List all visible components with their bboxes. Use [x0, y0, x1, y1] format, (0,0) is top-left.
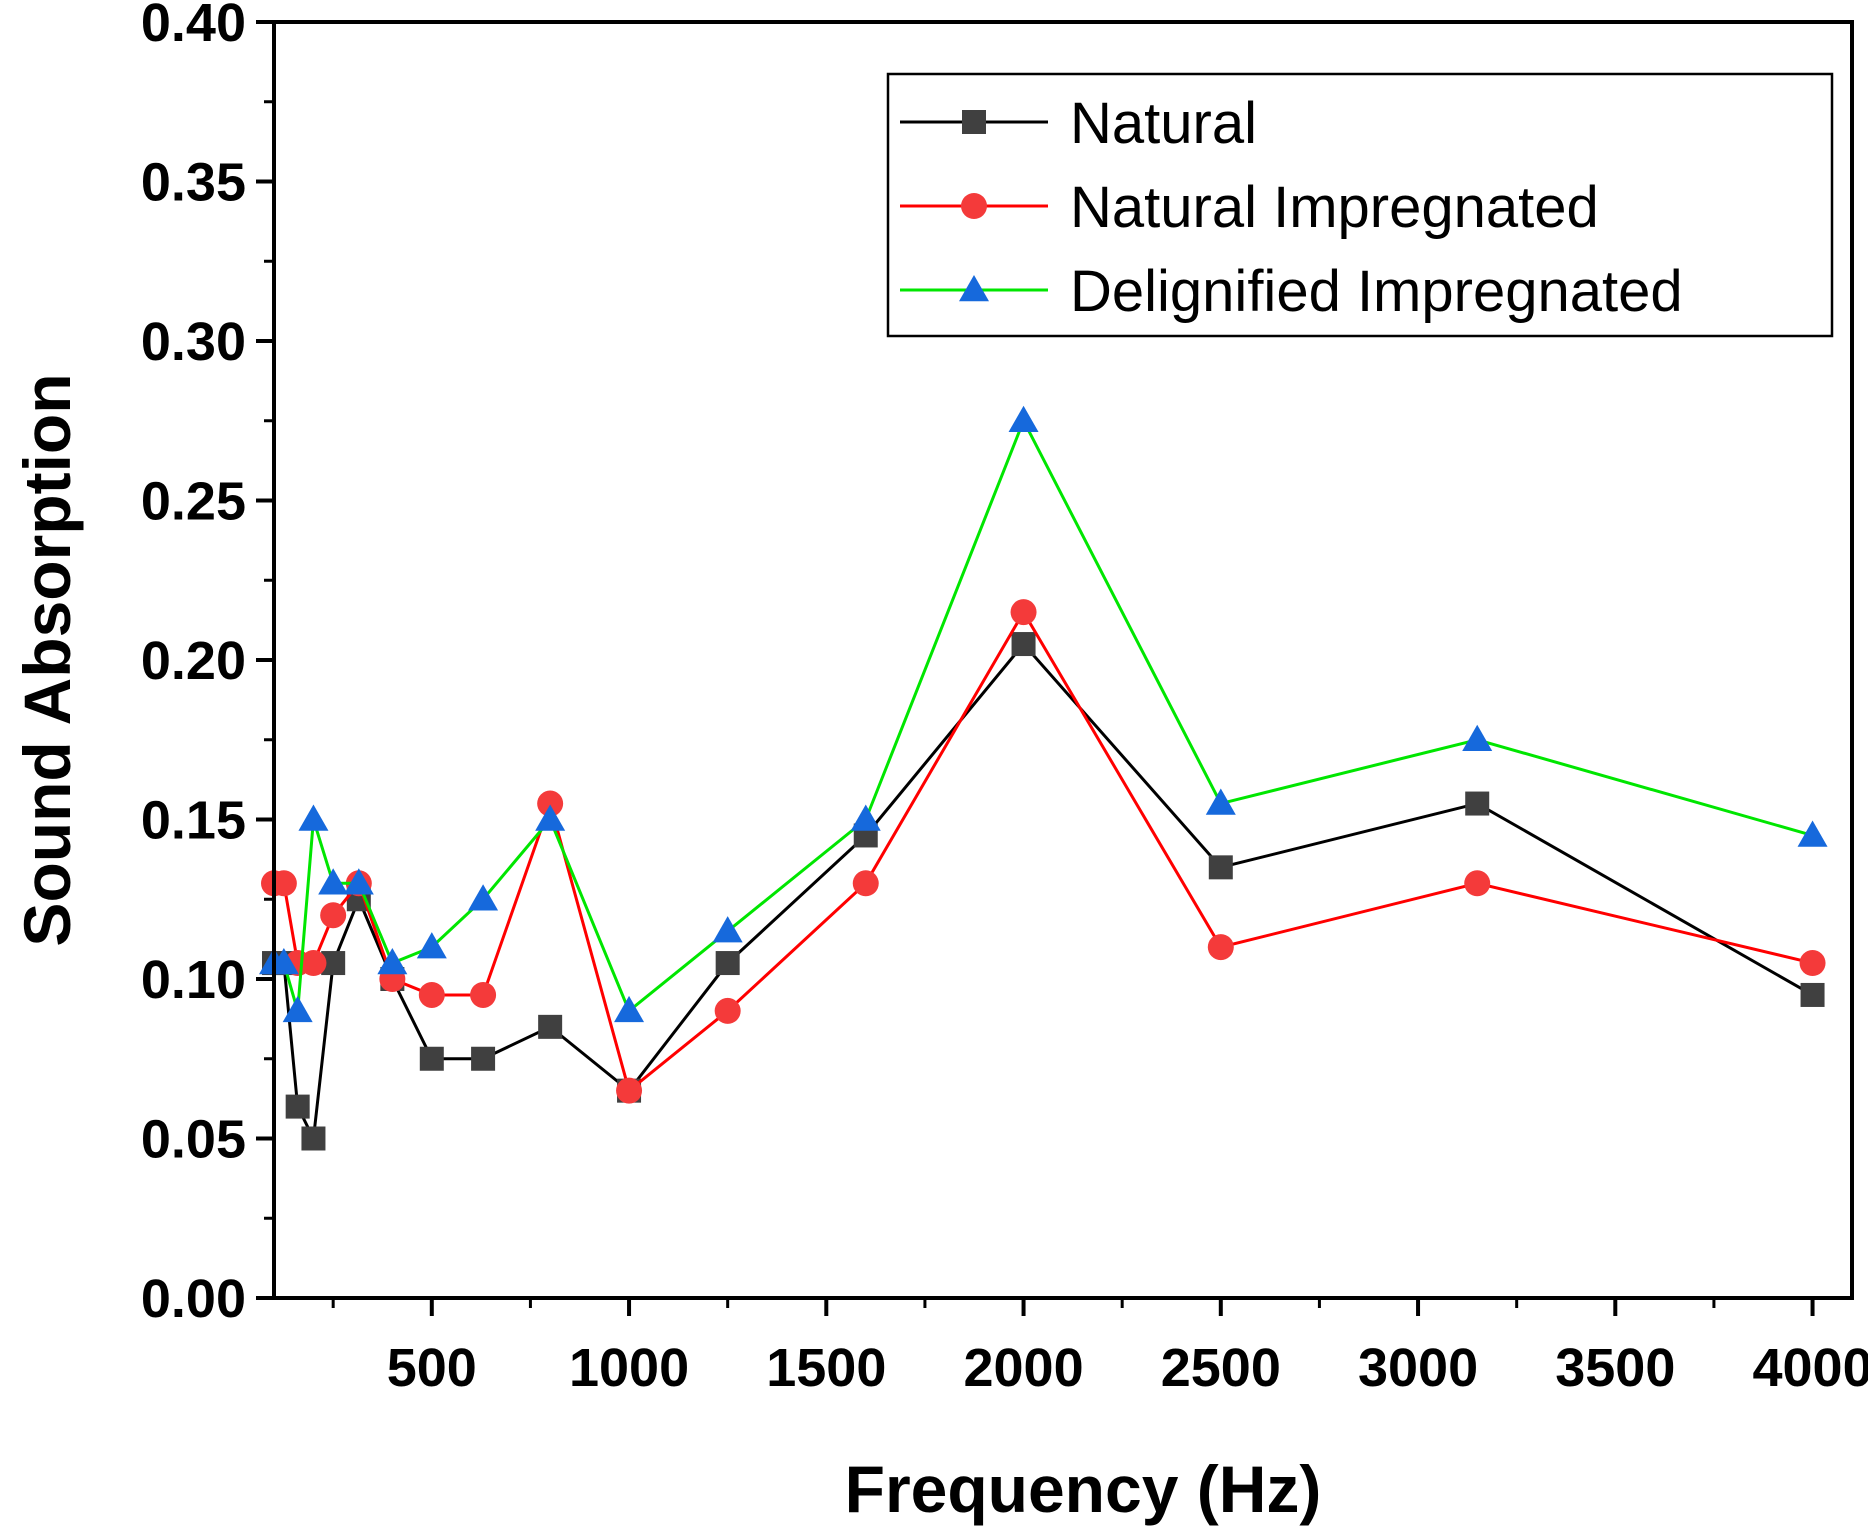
data-point [1464, 870, 1491, 897]
data-point [343, 868, 374, 895]
data-point [1462, 724, 1493, 751]
data-point [1010, 599, 1037, 626]
tick-labels-layer: 0.00 0.05 0.10 0.15 0.20 0.25 0.30 0.35 0.40 500 1… [141, 0, 1868, 1398]
legend-label: Natural [1070, 91, 1257, 156]
data-point [268, 948, 299, 975]
data-point [1465, 791, 1490, 816]
data-point [537, 790, 564, 817]
y-axis-title: Sound Absorption [10, 373, 84, 946]
legend-entry: Delignified Impregnated [900, 259, 1683, 324]
data-point [850, 804, 881, 831]
data-point [1800, 982, 1825, 1007]
ticks-layer [256, 20, 1815, 1316]
y-tick-label: 0.20 [141, 631, 246, 691]
data-point [1205, 788, 1236, 815]
data-point [714, 997, 741, 1024]
data-point [535, 804, 566, 831]
data-point [471, 1046, 496, 1071]
y-tick-label: 0.10 [141, 950, 246, 1010]
data-point [318, 868, 349, 895]
x-tick-label: 1000 [569, 1338, 689, 1398]
y-tick-label: 0.05 [141, 1110, 246, 1170]
data-point [270, 870, 297, 897]
y-tick-label: 0.40 [141, 0, 246, 53]
data-point [1008, 405, 1039, 432]
series-layer [259, 405, 1828, 1151]
legend-marker [961, 193, 987, 219]
series-natural-impregnated [261, 599, 1826, 1104]
legend-entry: Natural Impregnated [900, 175, 1599, 240]
legend-label: Natural Impregnated [1070, 175, 1599, 240]
x-tick-label: 3000 [1358, 1338, 1478, 1398]
data-point [470, 981, 497, 1008]
data-point [416, 932, 447, 959]
legend-entry: Natural [900, 91, 1257, 156]
data-point [1208, 855, 1233, 880]
data-point [300, 950, 327, 977]
data-point [538, 1014, 563, 1039]
data-point [468, 884, 499, 911]
x-tick-label: 2500 [1161, 1338, 1281, 1398]
data-point [298, 804, 329, 831]
y-tick-label: 0.15 [141, 791, 246, 851]
data-point [419, 1046, 444, 1071]
y-tick-label: 0.30 [141, 312, 246, 372]
x-axis-title: Frequency (Hz) [845, 1452, 1322, 1526]
data-point [418, 981, 445, 1008]
data-point [715, 951, 740, 976]
x-tick-label: 1500 [766, 1338, 886, 1398]
legend-label: Delignified Impregnated [1070, 259, 1683, 324]
x-tick-label: 3500 [1555, 1338, 1675, 1398]
data-point [852, 870, 879, 897]
series-delignified-impregnated [259, 405, 1828, 1023]
data-point [377, 948, 408, 975]
y-tick-label: 0.35 [141, 153, 246, 213]
data-point [1799, 950, 1826, 977]
x-tick-label: 2000 [963, 1338, 1083, 1398]
data-point [614, 995, 645, 1023]
data-point [712, 916, 743, 943]
data-point [282, 995, 313, 1023]
x-tick-label: 500 [387, 1338, 477, 1398]
data-point [285, 1094, 310, 1119]
y-tick-label: 0.00 [141, 1269, 246, 1329]
legend: Natural Natural Impregnated Delignified Im… [886, 72, 1834, 338]
legend-marker [959, 275, 989, 302]
data-point [1207, 934, 1234, 961]
data-point [616, 1077, 643, 1104]
legend-marker [962, 110, 986, 134]
data-point [320, 902, 347, 929]
data-point [301, 1126, 326, 1151]
data-point [1797, 820, 1828, 847]
x-tick-label: 4000 [1752, 1338, 1868, 1398]
y-tick-label: 0.25 [141, 472, 246, 532]
data-point [1011, 632, 1036, 657]
legend-entries: Natural Natural Impregnated Delignified Im… [900, 91, 1683, 324]
